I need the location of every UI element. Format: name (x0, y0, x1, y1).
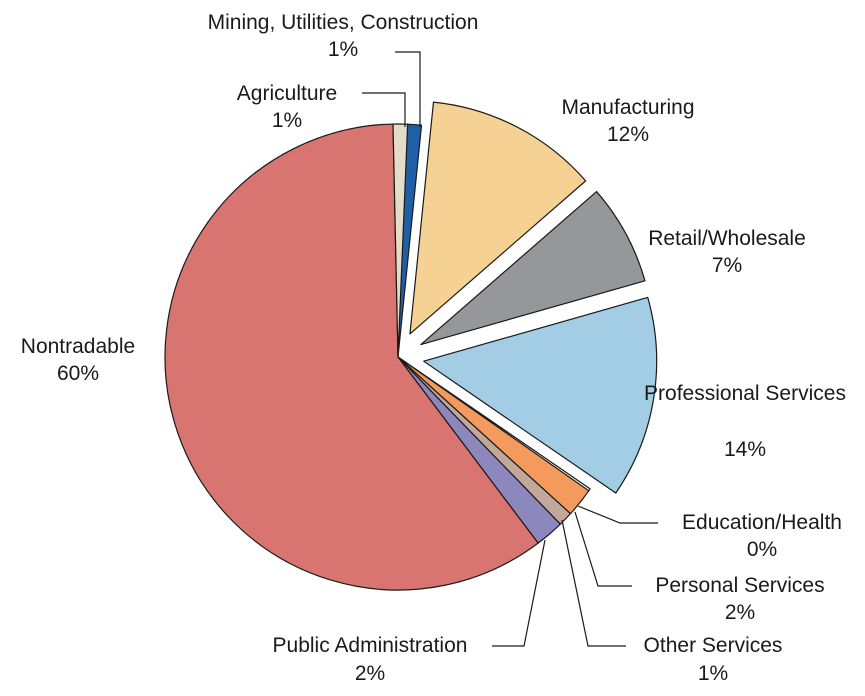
value-public-admin: 2% (355, 662, 385, 685)
slice-agriculture (392, 123, 409, 358)
pie-slices (164, 101, 658, 591)
value-retail: 7% (712, 254, 742, 277)
leader-public-admin (492, 539, 546, 647)
slice-nontradable (164, 123, 539, 591)
value-personal: 2% (725, 601, 755, 624)
value-manufacturing: 12% (607, 123, 649, 146)
leader-mining (395, 51, 421, 127)
label-professional: Professional Services (644, 382, 846, 405)
slice-manufacturing (409, 101, 587, 335)
leader-lines (362, 51, 658, 647)
label-education: Education/Health (682, 511, 842, 534)
label-manufacturing: Manufacturing (561, 96, 694, 119)
value-other: 1% (698, 662, 728, 685)
value-mining: 1% (328, 38, 358, 61)
label-nontradable: Nontradable (21, 335, 135, 358)
label-personal: Personal Services (655, 574, 824, 597)
leader-agriculture (362, 92, 406, 127)
label-public-admin: Public Administration (273, 634, 468, 657)
label-agriculture: Agriculture (237, 82, 337, 105)
slice-professional (423, 296, 658, 494)
label-retail: Retail/Wholesale (648, 227, 806, 250)
leader-other (561, 519, 626, 647)
value-education: 0% (747, 538, 777, 561)
slice-retail (420, 190, 646, 346)
label-other: Other Services (644, 634, 783, 657)
leader-personal (574, 511, 632, 587)
value-agriculture: 1% (272, 109, 302, 132)
label-mining: Mining, Utilities, Construction (208, 11, 479, 34)
value-professional: 14% (724, 438, 766, 461)
leader-education (577, 505, 658, 524)
value-nontradable: 60% (57, 362, 99, 385)
